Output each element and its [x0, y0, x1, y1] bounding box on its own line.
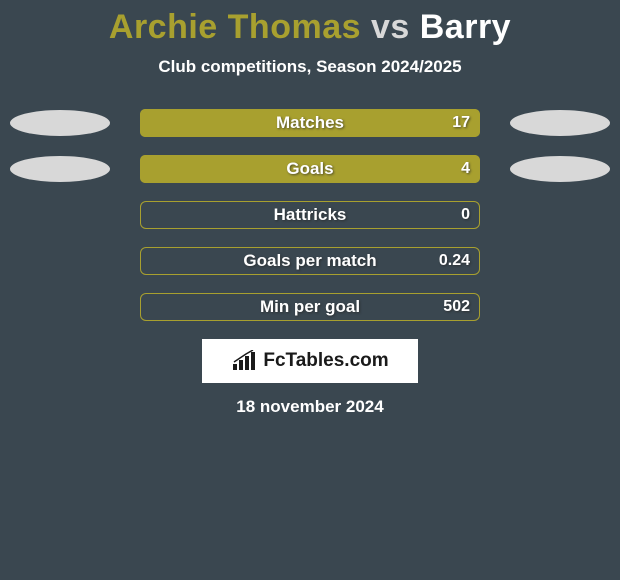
stat-bar: Goals4 — [140, 155, 480, 183]
bar-chart-icon — [231, 350, 257, 372]
stat-bar: Min per goal502 — [140, 293, 480, 321]
stat-value: 502 — [443, 298, 470, 316]
stats-rows: Matches17 Goals4 Hattricks0 Goals per match… — [0, 109, 620, 321]
page-title: Archie Thomas vs Barry — [0, 8, 620, 47]
player1-name: Archie Thomas — [109, 8, 361, 46]
stat-label: Hattricks — [140, 205, 480, 225]
stat-row: Goals4 — [0, 155, 620, 183]
right-spacer — [510, 202, 610, 228]
stat-value: 4 — [461, 160, 470, 178]
stat-label: Min per goal — [140, 297, 480, 317]
logo-box: FcTables.com — [202, 339, 418, 383]
right-spacer — [510, 294, 610, 320]
stat-value: 0.24 — [439, 252, 470, 270]
stat-label: Goals per match — [140, 251, 480, 271]
right-spacer — [510, 248, 610, 274]
left-oval — [10, 110, 110, 136]
stat-bar: Hattricks0 — [140, 201, 480, 229]
right-oval — [510, 156, 610, 182]
date-text: 18 november 2024 — [0, 397, 620, 417]
left-spacer — [10, 294, 110, 320]
stat-row: Hattricks0 — [0, 201, 620, 229]
stat-row: Matches17 — [0, 109, 620, 137]
stat-bar: Goals per match0.24 — [140, 247, 480, 275]
stat-row: Min per goal502 — [0, 293, 620, 321]
stat-value: 17 — [452, 114, 470, 132]
subtitle: Club competitions, Season 2024/2025 — [0, 57, 620, 77]
left-oval — [10, 156, 110, 182]
stat-row: Goals per match0.24 — [0, 247, 620, 275]
right-oval — [510, 110, 610, 136]
stat-label: Matches — [140, 113, 480, 133]
left-spacer — [10, 202, 110, 228]
stat-label: Goals — [140, 159, 480, 179]
comparison-widget: Archie Thomas vs Barry Club competitions… — [0, 0, 620, 417]
logo-text: FcTables.com — [263, 350, 388, 372]
stat-bar: Matches17 — [140, 109, 480, 137]
left-spacer — [10, 248, 110, 274]
vs-text: vs — [371, 8, 410, 46]
stat-value: 0 — [461, 206, 470, 224]
player2-name: Barry — [420, 8, 511, 46]
